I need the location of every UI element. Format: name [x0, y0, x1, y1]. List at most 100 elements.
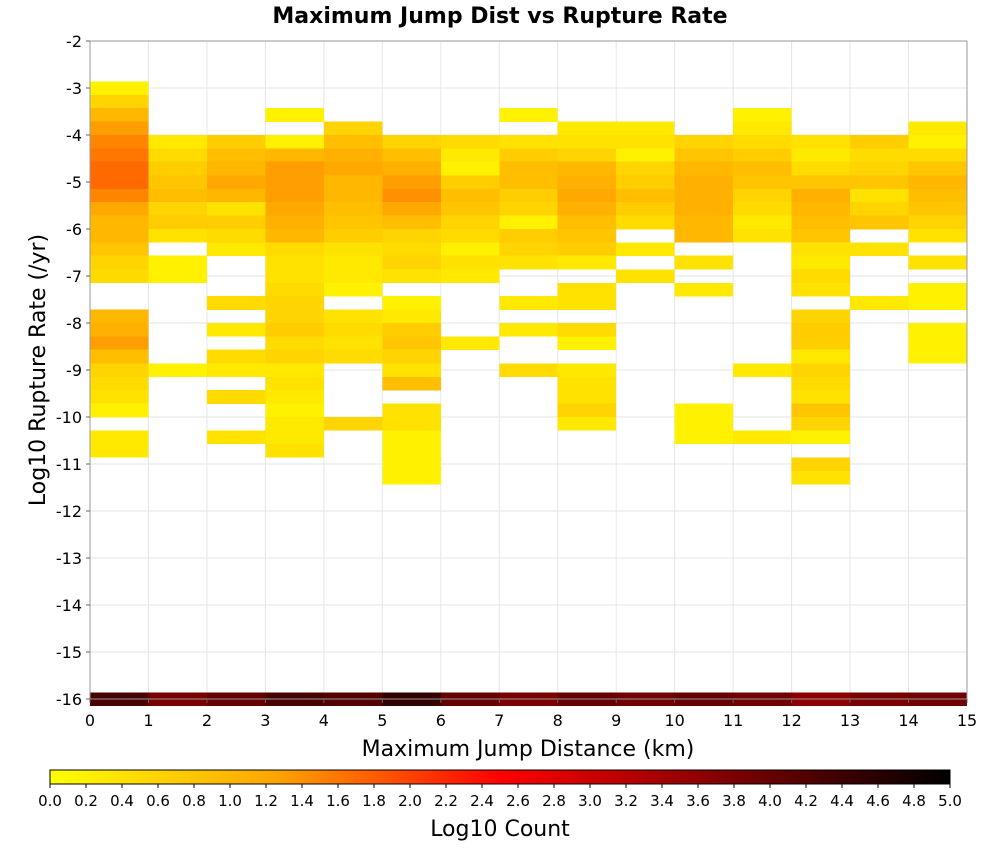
heatmap-cell: [440, 242, 500, 257]
heatmap-cell: [265, 403, 324, 418]
x-tick-label: 13: [840, 711, 860, 730]
heatmap-cell: [382, 309, 441, 324]
heatmap-cell: [499, 228, 558, 243]
heatmap-cell: [90, 309, 149, 324]
heatmap-cell: [674, 215, 734, 230]
heatmap-cell: [557, 416, 617, 431]
heatmap-cell: [733, 134, 792, 149]
x-tick-label: 7: [494, 711, 504, 730]
heatmap-cell: [206, 215, 266, 230]
y-tick-label: -8: [66, 314, 82, 333]
heatmap-cell: [323, 175, 383, 190]
heatmap-cell: [791, 457, 851, 472]
heatmap-cell: [382, 430, 441, 445]
heatmap-cell: [382, 161, 441, 176]
heatmap-cell: [733, 430, 792, 445]
heatmap-cell: [791, 134, 851, 149]
heatmap-cell: [791, 255, 851, 270]
heatmap-cell: [733, 228, 792, 243]
heatmap-cell: [265, 108, 324, 122]
heatmap-cell: [90, 269, 149, 284]
heatmap-cell: [908, 336, 967, 351]
colorbar-tick-label: 3.8: [722, 792, 746, 810]
heatmap-cell: [90, 430, 149, 445]
heatmap-cell: [674, 148, 734, 163]
x-tick-label: 6: [436, 711, 446, 730]
heatmap-cell: [908, 161, 967, 176]
colorbar-tick-label: 3.4: [650, 792, 674, 810]
colorbar-tick-label: 1.2: [254, 792, 278, 810]
heatmap-cell: [265, 322, 324, 337]
heatmap-cell: [148, 269, 207, 284]
heatmap-cell: [499, 108, 558, 122]
heatmap-cell: [382, 322, 441, 337]
y-tick-label: -3: [66, 79, 82, 98]
x-tick-label: 11: [723, 711, 743, 730]
heatmap-cell: [90, 215, 149, 230]
heatmap-cell: [90, 175, 149, 190]
heatmap-cell: [206, 175, 266, 190]
heatmap-cell: [90, 363, 149, 378]
heatmap-cell: [791, 161, 851, 176]
heatmap-cell: [674, 255, 734, 270]
heatmap-cell: [90, 134, 149, 149]
heatmap-cell: [733, 188, 792, 203]
heatmap-cell: [557, 282, 617, 297]
colorbar-tick-label: 2.2: [434, 792, 458, 810]
heatmap-cell: [265, 242, 324, 257]
heatmap-cell: [382, 457, 441, 472]
heatmap-cell: [557, 403, 617, 418]
heatmap-cell: [206, 242, 266, 257]
heatmap-cell: [382, 269, 441, 284]
heatmap-cell: [265, 376, 324, 391]
heatmap-cell: [90, 161, 149, 176]
colorbar-tick-label: 5.0: [938, 792, 962, 810]
heatmap-cells: [90, 81, 967, 707]
heatmap-cell: [440, 175, 500, 190]
heatmap-cell: [265, 161, 324, 176]
heatmap-cell: [499, 188, 558, 203]
y-tick-label: -16: [56, 690, 82, 709]
x-tick-label: 9: [611, 711, 621, 730]
heatmap-cell: [148, 161, 207, 176]
colorbar-tick-label: 2.8: [542, 792, 566, 810]
heatmap-cell: [382, 376, 441, 391]
y-tick-label: -13: [56, 549, 82, 568]
colorbar-tick-label: 0.6: [146, 792, 170, 810]
heatmap-cell: [440, 336, 500, 351]
heatmap-cell: [323, 242, 383, 257]
heatmap-cell: [733, 175, 792, 190]
heatmap-cell: [323, 188, 383, 203]
heatmap-cell: [908, 188, 967, 203]
heatmap-cell: [90, 255, 149, 270]
heatmap-cell: [908, 349, 967, 364]
heatmap-cell: [382, 148, 441, 163]
colorbar-tick-label: 2.6: [506, 792, 530, 810]
heatmap-cell: [323, 121, 383, 136]
heatmap-cell: [908, 134, 967, 149]
heatmap-cell: [265, 215, 324, 230]
heatmap-cell: [148, 175, 207, 190]
x-axis-ticks: 0 1 2 3 4 5 6 7 8 9 10 11 12 13 14 15: [85, 699, 977, 730]
heatmap-cell: [908, 202, 967, 216]
heatmap-cell: [148, 188, 207, 203]
heatmap-cell: [382, 403, 441, 418]
heatmap-cell: [557, 188, 617, 203]
x-tick-label: 2: [202, 711, 212, 730]
heatmap-cell: [616, 148, 675, 163]
heatmap-cell: [323, 215, 383, 230]
heatmap-cell: [733, 121, 792, 136]
heatmap-cell: [440, 228, 500, 243]
heatmap-cell: [850, 202, 909, 216]
heatmap-cell: [674, 430, 734, 445]
y-tick-label: -5: [66, 173, 82, 192]
heatmap-cell: [90, 202, 149, 216]
colorbar: [49, 769, 951, 785]
heatmap-cell: [148, 255, 207, 270]
heatmap-cell: [440, 255, 500, 270]
heatmap-cell: [206, 430, 266, 445]
colorbar-tick-label: 1.4: [290, 792, 314, 810]
y-tick-label: -10: [56, 408, 82, 427]
heatmap-cell: [850, 296, 909, 310]
y-tick-label: -9: [66, 361, 82, 380]
